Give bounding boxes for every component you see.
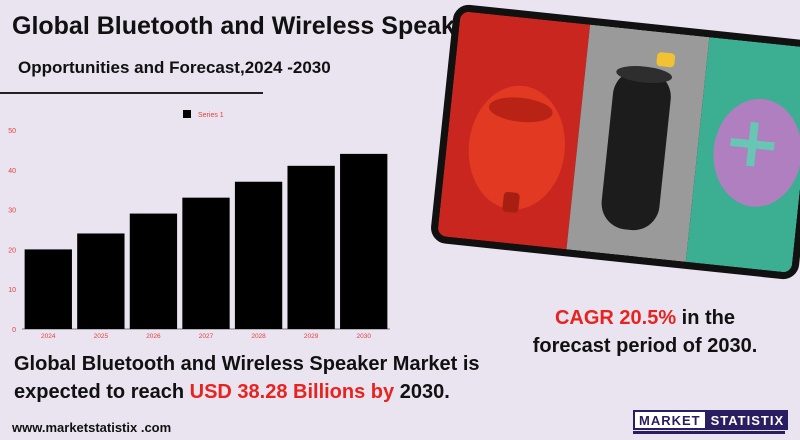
divider	[0, 92, 263, 94]
cagr-suffix: in the	[676, 307, 736, 329]
x-tick-label: 2029	[304, 333, 319, 340]
y-tick-label: 0	[12, 327, 16, 334]
x-tick-label: 2026	[146, 333, 161, 340]
legend-swatch	[183, 110, 191, 118]
y-tick-label: 20	[8, 247, 16, 254]
bar	[24, 249, 72, 329]
bar	[340, 153, 388, 329]
y-tick-label: 30	[8, 208, 16, 215]
headline-part2: 2030.	[394, 381, 450, 403]
headline-part1: Global Bluetooth and Wireless Speaker Ma…	[14, 353, 480, 403]
x-tick-label: 2030	[356, 333, 371, 340]
bar	[129, 213, 178, 329]
y-tick-label: 50	[8, 128, 16, 135]
brand-logo: MARKET STATISTIX	[633, 410, 789, 430]
market-headline: Global Bluetooth and Wireless Speaker Ma…	[14, 350, 514, 406]
logo-right: STATISTIX	[706, 410, 789, 430]
logo-left: MARKET	[633, 410, 707, 430]
headline-highlight: USD 38.28 Billions by	[189, 381, 395, 403]
page-subtitle: Opportunities and Forecast,2024 -2030	[18, 58, 331, 77]
x-tick-label: 2028	[251, 333, 266, 340]
bar	[287, 165, 335, 329]
bar	[182, 197, 230, 329]
x-tick-label: 2025	[94, 333, 109, 340]
x-tick-label: 2027	[199, 333, 214, 340]
speaker-product-image	[429, 3, 800, 281]
logo-underline	[633, 431, 785, 434]
bar	[234, 181, 283, 329]
cagr-callout: CAGR 20.5% in the forecast period of 203…	[500, 304, 790, 360]
cagr-value: CAGR 20.5%	[554, 307, 677, 329]
legend-label: Series 1	[198, 112, 224, 119]
y-tick-label: 40	[8, 168, 16, 175]
website-link[interactable]: www.marketstatistix .com	[12, 420, 172, 435]
x-tick-label: 2024	[41, 333, 56, 340]
y-tick-label: 10	[8, 287, 16, 294]
bar	[77, 233, 125, 329]
cagr-line2: forecast period of 2030.	[532, 335, 758, 357]
